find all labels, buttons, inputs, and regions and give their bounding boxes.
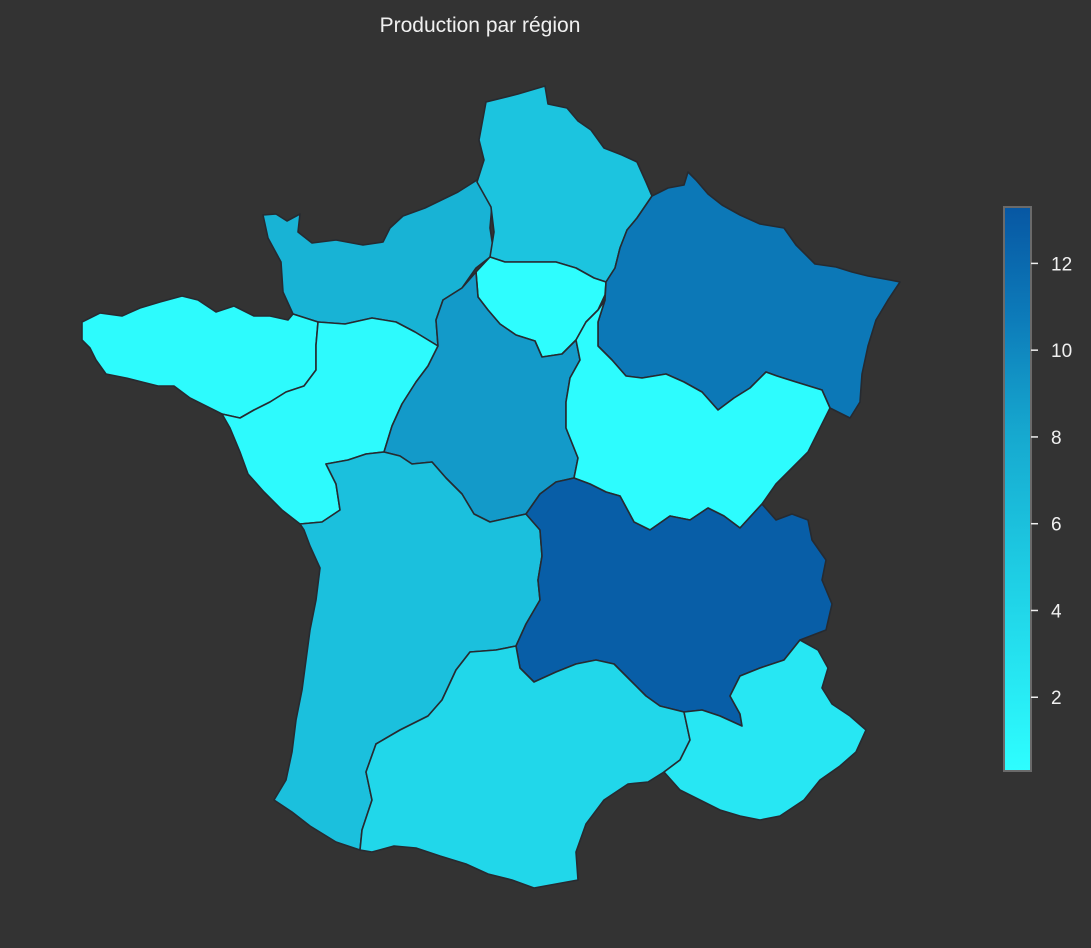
colorbar-tick-label: 4 [1051,601,1062,622]
colorbar-gradient [1003,206,1032,772]
colorbar: 2 4 6 8 10 12 [1003,206,1072,772]
colorbar-tick-label: 2 [1051,688,1062,709]
map-regions [81,85,901,889]
colorbar-tick-label: 6 [1051,515,1062,536]
colorbar-tick-label: 8 [1051,428,1062,449]
region-provence-alpes-cote-dazur[interactable] [663,639,867,821]
colorbar-tick-label: 12 [1051,254,1072,275]
map-title: Production par région [380,14,581,37]
colorbar-tick-label: 10 [1051,341,1072,362]
colorbar-ticks: 2 4 6 8 10 12 [1031,254,1072,709]
